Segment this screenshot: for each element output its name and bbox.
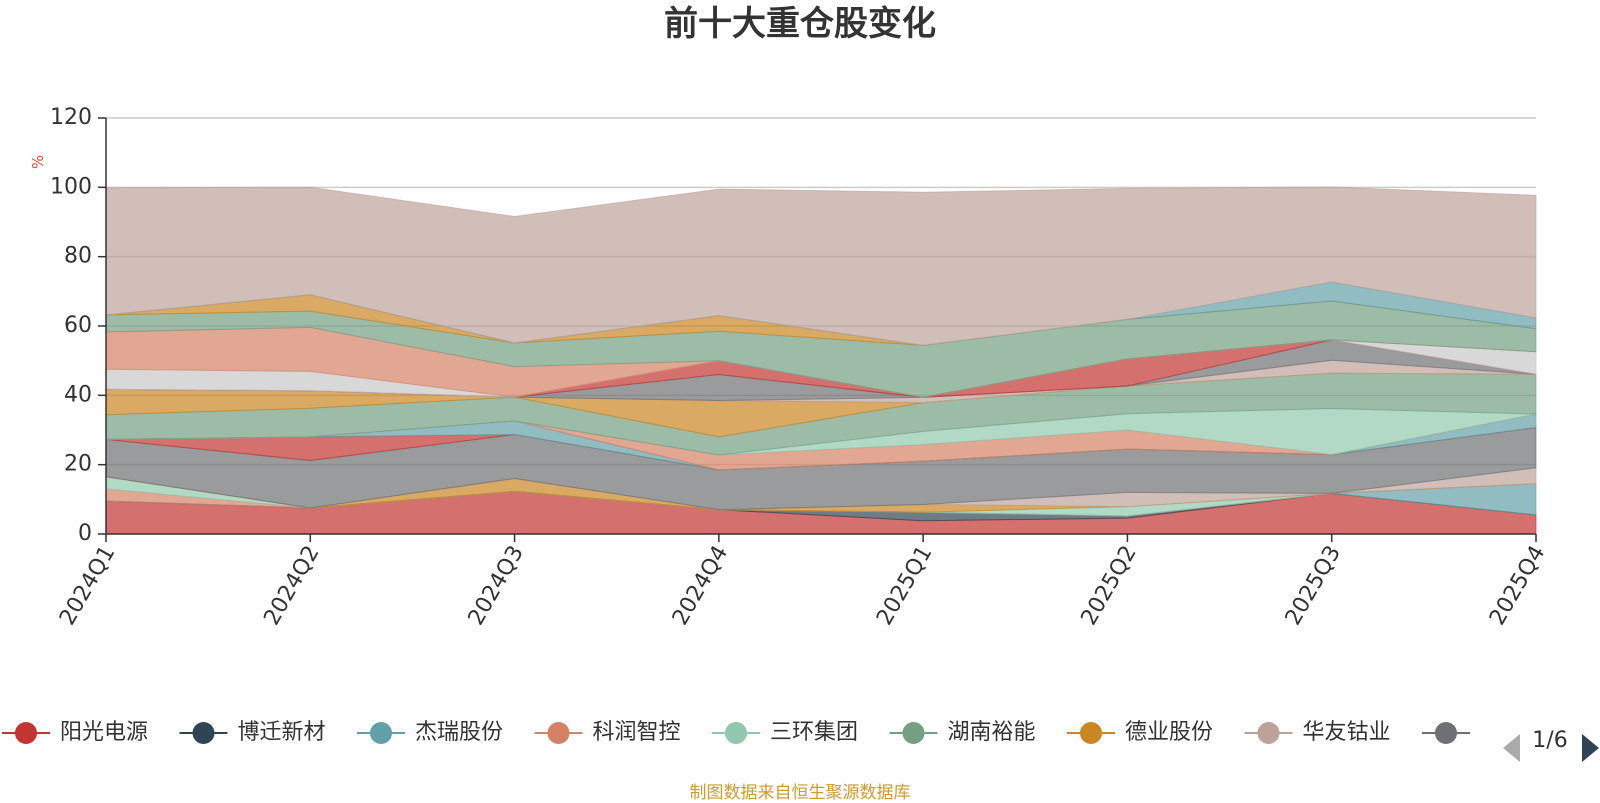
legend-item[interactable]: 杰瑞股份 [357, 720, 503, 745]
area-series-23[interactable] [105, 186, 1537, 346]
legend-label: 博迁新材 [238, 720, 326, 745]
y-tick-labels: 0 20 40 60 80 100 120 [50, 105, 106, 546]
area-series [105, 186, 1537, 535]
y-tick-label: 80 [64, 244, 92, 269]
y-tick-label: 120 [50, 105, 92, 130]
x-tick-label: 2024Q1 [55, 542, 120, 630]
legend-item[interactable]: 阳光电源 [2, 720, 148, 745]
legend: 阳光电源 博迁新材 杰瑞股份 科润智控 三环集团 湖南裕能 德业股份 华友钴业 [2, 720, 1470, 745]
legend-marker-icon [1435, 722, 1457, 744]
legend-label: 科润智控 [593, 720, 681, 745]
pager-prev-icon[interactable] [1503, 734, 1520, 762]
x-tick-label: 2024Q4 [668, 542, 733, 630]
y-tick-label: 0 [78, 521, 92, 546]
legend-marker-icon [902, 722, 925, 744]
legend-marker-icon [547, 722, 570, 744]
chart-title: 前十大重仓股变化 [664, 4, 936, 44]
legend-label: 三环集团 [770, 720, 858, 745]
legend-marker-icon [725, 722, 747, 744]
legend-marker-icon [1080, 722, 1102, 744]
legend-item[interactable]: 湖南裕能 [889, 720, 1036, 745]
y-axis-unit-label: % [29, 155, 47, 169]
x-tick-label: 2025Q4 [1485, 542, 1550, 630]
y-tick-label: 20 [64, 452, 92, 477]
legend-item[interactable]: 德业股份 [1067, 720, 1213, 745]
pager-next-icon[interactable] [1582, 734, 1599, 762]
legend-label: 阳光电源 [60, 720, 148, 745]
y-tick-label: 40 [64, 382, 92, 407]
legend-marker-icon [15, 722, 37, 744]
x-tick-label: 2025Q2 [1077, 542, 1142, 630]
x-tick-label: 2025Q3 [1281, 542, 1346, 630]
legend-label: 华友钴业 [1303, 720, 1391, 745]
x-tick-label: 2024Q2 [259, 542, 324, 630]
x-tick-label: 2025Q1 [872, 542, 937, 630]
legend-label: 湖南裕能 [948, 720, 1036, 745]
legend-item[interactable] [1422, 722, 1470, 744]
source-note: 制图数据来自恒生聚源数据库 [689, 783, 911, 803]
legend-pager: 1/6 [1503, 728, 1599, 762]
y-tick-label: 100 [50, 174, 92, 199]
legend-marker-icon [370, 722, 392, 744]
legend-marker-icon [1257, 722, 1280, 744]
legend-item[interactable]: 三环集团 [712, 720, 858, 745]
legend-label: 杰瑞股份 [415, 720, 503, 745]
pager-text: 1/6 [1532, 728, 1567, 753]
legend-item[interactable]: 博迁新材 [179, 720, 326, 745]
legend-item[interactable]: 科润智控 [534, 720, 681, 745]
legend-marker-icon [192, 722, 215, 744]
y-tick-label: 60 [64, 313, 92, 338]
x-tick-labels: 2024Q1 2024Q2 2024Q3 2024Q4 2025Q1 2025Q2 2025… [55, 534, 1550, 630]
legend-label: 德业股份 [1125, 720, 1213, 745]
legend-item[interactable]: 华友钴业 [1244, 720, 1391, 745]
x-tick-label: 2024Q3 [464, 542, 529, 630]
